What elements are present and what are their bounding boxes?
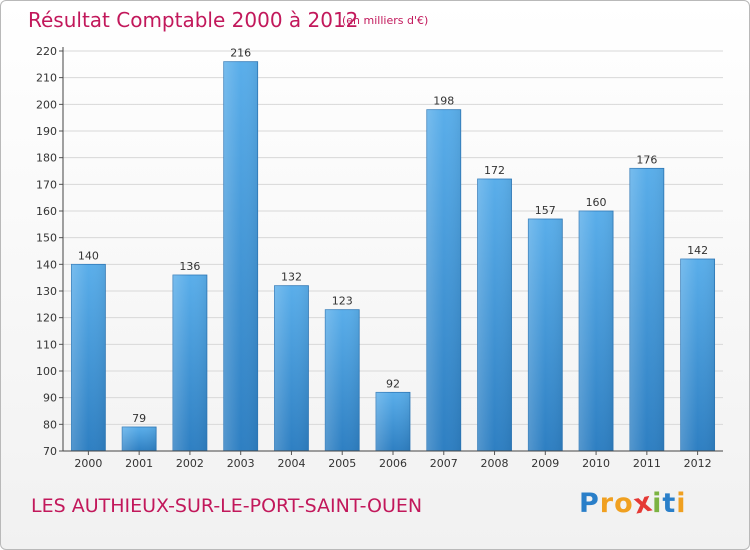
bar-shine — [528, 219, 563, 451]
y-tick-label: 190 — [36, 125, 57, 138]
x-tick-label: 2012 — [684, 457, 712, 470]
y-tick-label: 220 — [36, 45, 57, 58]
y-tick-label: 170 — [36, 178, 57, 191]
bar-shine — [680, 259, 715, 451]
bar-shine — [223, 61, 258, 452]
bar-value-label: 216 — [230, 47, 251, 60]
x-tick-label: 2004 — [277, 457, 305, 470]
logo-letter: i — [676, 488, 687, 519]
chart-subtitle: (en milliers d'€) — [342, 14, 429, 27]
y-tick-label: 130 — [36, 285, 57, 298]
x-tick-label: 2008 — [481, 457, 509, 470]
bar-shine — [172, 275, 207, 451]
y-tick-label: 140 — [36, 258, 57, 271]
x-tick-label: 2007 — [430, 457, 458, 470]
grid-lines — [63, 50, 723, 452]
logo-letter: r — [599, 488, 615, 519]
x-tick-label: 2001 — [125, 457, 153, 470]
bars: 140 79 136 216 132 123 92 198 172 157 160 176 142 — [70, 47, 716, 452]
bar-value-label: 176 — [636, 153, 657, 166]
bar-value-label: 123 — [332, 295, 353, 308]
place-name: LES AUTHIEUX-SUR-LE-PORT-SAINT-OUEN — [31, 495, 423, 517]
bar-value-label: 136 — [179, 260, 200, 273]
bar-shine — [122, 427, 157, 451]
x-tick-label: 2010 — [582, 457, 610, 470]
bar-value-label: 92 — [386, 377, 400, 390]
bar-value-label: 172 — [484, 164, 505, 177]
bar-value-label: 79 — [132, 412, 146, 425]
bar-value-label: 198 — [433, 95, 454, 108]
bar-shine — [629, 168, 664, 452]
bar-shine — [274, 285, 309, 451]
logo-letter: o — [614, 488, 634, 519]
y-tick-label: 70 — [43, 445, 57, 458]
chart-title: Résultat Comptable 2000 à 2012 — [28, 8, 359, 32]
y-tick-label: 210 — [36, 72, 57, 85]
x-tick-label: 2005 — [328, 457, 356, 470]
bar-value-label: 160 — [586, 196, 607, 209]
logo-letter: t — [662, 488, 677, 519]
y-tick-label: 80 — [43, 418, 57, 431]
x-tick-label: 2002 — [176, 457, 204, 470]
y-tick-label: 160 — [36, 205, 57, 218]
logo-letter: i — [652, 488, 663, 519]
bar-value-label: 132 — [281, 271, 302, 284]
y-tick-label: 90 — [43, 392, 57, 405]
x-tick-label: 2011 — [633, 457, 661, 470]
bar-value-label: 140 — [78, 249, 99, 262]
y-tick-label: 150 — [36, 232, 57, 245]
bar-shine — [426, 109, 461, 452]
y-tick-label: 100 — [36, 365, 57, 378]
y-tick-label: 200 — [36, 98, 57, 111]
bar-shine — [71, 264, 106, 451]
logo-letter: P — [579, 488, 600, 519]
y-tick-label: 180 — [36, 152, 57, 165]
x-tick-label: 2009 — [531, 457, 559, 470]
y-tick-label: 110 — [36, 338, 57, 351]
bar-shine — [477, 179, 512, 451]
bar-shine — [325, 309, 360, 451]
bar-value-label: 142 — [687, 244, 708, 257]
bar-chart: 140 79 136 216 132 123 92 198 172 157 160 176 142 70… — [36, 45, 723, 470]
bar-shine — [579, 211, 614, 451]
bar-value-label: 157 — [535, 204, 556, 217]
x-tick-label: 2006 — [379, 457, 407, 470]
bar-shine — [376, 392, 410, 451]
x-tick-label: 2003 — [227, 457, 255, 470]
axes: 7080901001101201301401501601701801902002… — [36, 45, 723, 470]
x-tick-label: 2000 — [74, 457, 102, 470]
y-tick-label: 120 — [36, 312, 57, 325]
proxiti-logo[interactable]: Proxiti — [579, 486, 687, 520]
